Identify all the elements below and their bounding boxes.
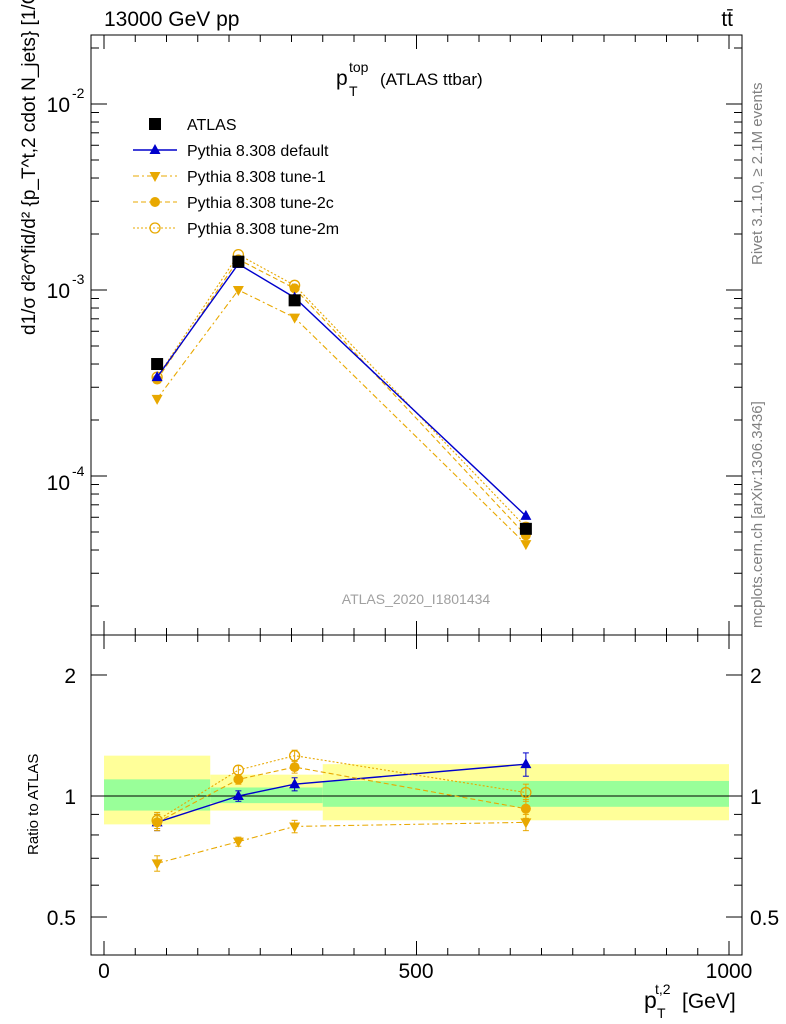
legend-label: ATLAS <box>187 117 237 134</box>
collision-label: 13000 GeV pp <box>104 8 239 31</box>
marker-triangle-down <box>149 172 161 182</box>
axis-ticks <box>91 35 742 955</box>
ratio-y-tick-label: 0.5 <box>47 907 76 930</box>
svg-text:t,2: t,2 <box>655 981 671 997</box>
legend-entry: Pythia 8.308 tune-2m <box>133 221 339 238</box>
marker-circle <box>289 762 300 773</box>
series-tune1 <box>151 286 532 551</box>
marker-circle <box>520 803 531 814</box>
ratio-y-tick-label-right: 0.5 <box>750 907 779 930</box>
marker-square <box>288 294 301 307</box>
plot-title: p top T (ATLAS ttbar) <box>336 59 483 99</box>
analysis-watermark: ATLAS_2020_I1801434 <box>342 591 491 607</box>
ratio-uncertainty-bands <box>91 755 742 825</box>
marker-triangle-down <box>232 837 244 848</box>
series-line <box>156 289 527 545</box>
marker-triangle-down <box>232 286 244 296</box>
svg-text:T: T <box>349 83 358 99</box>
x-axis-label: p t,2 T [GeV] <box>644 981 736 1021</box>
marker-triangle-up <box>149 144 161 154</box>
marker-square <box>151 358 164 371</box>
svg-text:-2: -2 <box>72 85 85 101</box>
svg-text:T: T <box>657 1005 666 1021</box>
legend-entry: ATLAS <box>149 117 237 134</box>
svg-text:-4: -4 <box>72 463 85 479</box>
marker-square <box>232 255 245 268</box>
series-tune2c <box>152 254 531 541</box>
x-tick-label: 1000 <box>706 960 753 983</box>
legend-entry: Pythia 8.308 tune-2c <box>133 195 334 212</box>
ratio-line <box>156 763 526 823</box>
process-label: tt̄ <box>721 8 733 31</box>
legend-entry: Pythia 8.308 default <box>133 143 329 160</box>
main-y-tick-label: 10 -2 <box>47 85 85 117</box>
main-y-axis-label: d1/σ d²σ^fid/d² {p_T^t,2 cdot N_jets} [1… <box>19 0 40 335</box>
marker-triangle-up <box>520 758 532 769</box>
ratio-y-tick-label-right: 2 <box>750 665 762 688</box>
main-y-tick-label: 10 -3 <box>47 271 85 303</box>
svg-text:p: p <box>336 67 348 90</box>
marker-open-circle <box>149 222 161 234</box>
ratio-series-tune2m <box>151 749 532 830</box>
ratio-y-tick-label: 2 <box>64 665 76 688</box>
marker-open-circle <box>151 814 163 826</box>
mcplots-label: mcplots.cern.ch [arXiv:1306.3436] <box>749 401 766 628</box>
band-green <box>104 779 211 811</box>
marker-triangle-up <box>151 371 163 382</box>
svg-text:(ATLAS ttbar): (ATLAS ttbar) <box>380 70 483 89</box>
svg-text:10: 10 <box>47 94 70 117</box>
series-default <box>151 257 532 520</box>
marker-circle <box>150 197 160 207</box>
marker-triangle-up <box>289 778 301 789</box>
legend-label: Pythia 8.308 tune-2c <box>187 195 334 212</box>
series-data <box>151 255 532 535</box>
marker-open-circle <box>288 750 301 762</box>
legend: ATLAS Pythia 8.308 default Pythia 8.308 tu… <box>133 117 339 238</box>
x-tick-label: 500 <box>398 960 433 983</box>
ratio-y-axis-label: Ratio to ATLAS <box>25 754 42 855</box>
marker-open-circle <box>520 786 532 799</box>
legend-label: Pythia 8.308 default <box>187 143 329 160</box>
svg-text:top: top <box>349 59 369 75</box>
marker-triangle-down <box>151 859 163 870</box>
marker-triangle-down <box>289 822 301 833</box>
ratio-series-tune2c <box>152 760 531 832</box>
ratio-y-tick-label: 1 <box>64 786 76 809</box>
svg-text:p: p <box>644 987 657 1013</box>
main-panel-series <box>151 248 532 551</box>
marker-square <box>149 118 161 130</box>
legend-entry: Pythia 8.308 tune-1 <box>133 169 326 186</box>
ratio-line <box>156 755 526 821</box>
svg-text:10: 10 <box>47 472 70 495</box>
marker-open-circle <box>232 764 245 776</box>
svg-text:[GeV]: [GeV] <box>682 990 736 1013</box>
legend-label: Pythia 8.308 tune-2m <box>187 221 339 238</box>
ratio-panel-series <box>151 749 532 872</box>
ratio-y-tick-label-right: 1 <box>750 786 762 809</box>
marker-triangle-up <box>520 509 532 520</box>
series-tune2m <box>151 248 532 533</box>
ratio-line <box>156 766 526 823</box>
marker-triangle-down <box>151 394 163 405</box>
marker-circle <box>289 283 300 294</box>
marker-triangle-down <box>520 540 532 551</box>
marker-triangle-up <box>232 790 244 800</box>
ratio-series-tune1 <box>151 813 532 872</box>
marker-triangle-down <box>520 818 532 829</box>
marker-circle <box>233 774 244 785</box>
svg-text:-3: -3 <box>72 271 85 287</box>
ratio-line <box>156 821 526 864</box>
series-line <box>156 253 527 528</box>
marker-square <box>519 522 532 535</box>
series-line <box>156 263 527 517</box>
x-tick-label: 0 <box>98 960 110 983</box>
svg-text:10: 10 <box>47 280 70 303</box>
marker-triangle-down <box>289 313 301 324</box>
legend-label: Pythia 8.308 tune-1 <box>187 169 326 186</box>
rivet-version-label: Rivet 3.1.10, ≥ 2.1M events <box>749 83 766 266</box>
main-y-tick-label: 10 -4 <box>47 463 85 495</box>
